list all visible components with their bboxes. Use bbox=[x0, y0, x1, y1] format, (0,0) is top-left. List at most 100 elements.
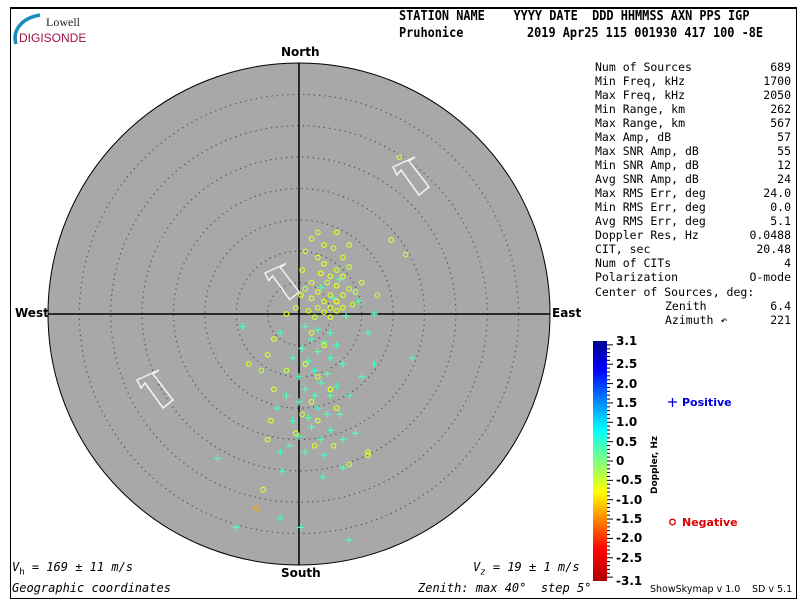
source-point-negative bbox=[333, 298, 340, 305]
source-point-positive bbox=[317, 379, 325, 387]
source-point-negative bbox=[327, 273, 334, 280]
source-point-negative bbox=[308, 235, 315, 242]
source-point-negative bbox=[318, 270, 324, 277]
sources-layer bbox=[213, 154, 416, 544]
source-point-positive bbox=[301, 323, 309, 331]
legend-circle-marker-icon bbox=[669, 518, 676, 526]
stat-label: Min Range, km bbox=[595, 102, 686, 116]
vertical-velocity: Vz = 19 ± 1 m/s bbox=[473, 560, 580, 577]
source-point-positive bbox=[333, 382, 341, 390]
source-point-negative bbox=[321, 309, 328, 316]
colorbar-tick-label: 2.5 bbox=[616, 357, 638, 372]
stat-value: 567 bbox=[770, 116, 791, 130]
stats-panel: Num of Sources 689 Min Freq, kHz 1700 Max Fr… bbox=[595, 60, 791, 284]
source-point-negative bbox=[352, 289, 359, 295]
source-point-positive bbox=[297, 523, 305, 531]
source-point-positive bbox=[314, 348, 322, 356]
source-point-positive bbox=[317, 284, 325, 292]
source-point-positive bbox=[339, 360, 347, 368]
colorbar-tick-label: 0.5 bbox=[616, 434, 638, 449]
colorbar-tick-label: -1.0 bbox=[616, 492, 643, 507]
colorbar-tick-label: 0 bbox=[616, 454, 625, 468]
source-point-positive bbox=[323, 410, 331, 418]
zenith-scale: Zenith: max 40° step 5° bbox=[418, 581, 592, 595]
source-point-negative bbox=[308, 279, 315, 286]
colorbar-tick-label: -0.5 bbox=[616, 473, 643, 488]
source-point-negative bbox=[321, 342, 328, 349]
source-point-negative bbox=[271, 386, 277, 393]
stat-value: 55 bbox=[777, 144, 791, 158]
center-title: Center of Sources, deg: bbox=[595, 285, 755, 299]
stat-label: Num of CITs bbox=[595, 256, 672, 270]
stat-row: Min Freq, kHz 1700 bbox=[595, 74, 791, 88]
stat-row: Min SNR Amp, dB 12 bbox=[595, 158, 791, 172]
source-point-negative bbox=[308, 398, 315, 405]
vz-symbol: V bbox=[473, 560, 481, 574]
source-point-negative bbox=[311, 442, 318, 449]
stat-label: Max RMS Err, deg bbox=[595, 186, 706, 200]
station-name: Pruhonice bbox=[399, 25, 464, 41]
source-point-negative bbox=[258, 367, 265, 374]
source-point-negative bbox=[333, 405, 340, 412]
stat-label: Min SNR Amp, dB bbox=[595, 158, 699, 172]
page-frame bbox=[10, 7, 797, 599]
source-point-negative bbox=[365, 452, 371, 459]
source-point-positive bbox=[304, 414, 312, 422]
source-point-negative bbox=[340, 304, 346, 311]
source-point-positive bbox=[295, 432, 303, 440]
vh-symbol: V bbox=[12, 560, 20, 574]
logo-digisonde: DIGISONDE bbox=[19, 31, 87, 45]
source-point-positive bbox=[239, 323, 247, 331]
source-point-positive bbox=[301, 385, 309, 393]
source-point-negative bbox=[245, 361, 252, 368]
source-point-positive bbox=[351, 429, 359, 437]
stat-value: 20.48 bbox=[756, 242, 791, 256]
source-point-negative bbox=[327, 304, 334, 311]
stat-label: Avg SNR Amp, dB bbox=[595, 172, 699, 186]
source-point-negative bbox=[321, 242, 328, 248]
source-point-positive bbox=[355, 297, 363, 305]
version-sd: SD v 5.1 bbox=[752, 584, 793, 595]
source-point-negative bbox=[308, 329, 315, 336]
source-point-positive bbox=[370, 360, 378, 368]
stat-row: Min RMS Err, deg 0.0 bbox=[595, 200, 791, 214]
stat-row: Min Range, km 262 bbox=[595, 102, 791, 116]
source-point-negative bbox=[388, 237, 395, 243]
colorbar-tick-label: 3.1 bbox=[616, 334, 638, 348]
header-labels: STATION NAME YYYY DATE DDD HHMMSS AXN PP… bbox=[399, 8, 750, 24]
stat-value: 5.1 bbox=[770, 214, 791, 228]
stat-label: Max Freq, kHz bbox=[595, 88, 686, 102]
stat-row: Max Freq, kHz 2050 bbox=[595, 88, 791, 102]
source-point-negative bbox=[333, 282, 340, 289]
source-point-negative bbox=[330, 245, 337, 252]
source-point-positive bbox=[358, 373, 366, 381]
stat-row: Doppler Res, Hz 0.0488 bbox=[595, 228, 791, 242]
source-point-positive bbox=[333, 341, 341, 349]
source-point-positive bbox=[408, 354, 416, 362]
center-zenith-value: 6.4 bbox=[770, 299, 791, 313]
source-point-negative bbox=[297, 292, 304, 299]
header-values: 2019 Apr25 115 001930 417 100 -8E bbox=[527, 25, 764, 41]
colorbar-tick-label: 1.0 bbox=[616, 415, 638, 430]
stat-row: Max SNR Amp, dB 55 bbox=[595, 144, 791, 158]
center-zenith-label: Zenith bbox=[665, 299, 707, 313]
stat-label: Num of Sources bbox=[595, 60, 692, 74]
stat-row: CIT, sec 20.48 bbox=[595, 242, 791, 256]
source-point-positive bbox=[278, 467, 286, 475]
source-point-negative bbox=[314, 304, 321, 311]
stat-value: 12 bbox=[777, 158, 791, 172]
colorbar-tick-label: -3.1 bbox=[616, 574, 643, 588]
center-azimuth-value: 221 bbox=[770, 313, 791, 327]
horizontal-velocity: Vh = 169 ± 11 m/s bbox=[12, 560, 133, 577]
source-point-negative bbox=[314, 373, 321, 380]
source-point-positive bbox=[311, 392, 319, 400]
source-point-negative bbox=[327, 314, 334, 321]
stat-label: Doppler Res, Hz bbox=[595, 228, 699, 242]
source-point-negative bbox=[346, 286, 353, 292]
stat-row: Max Range, km 567 bbox=[595, 116, 791, 130]
source-point-negative bbox=[358, 279, 365, 286]
stat-label: Avg RMS Err, deg bbox=[595, 214, 706, 228]
label-west: West bbox=[15, 306, 49, 320]
velocity-arrow-icon bbox=[135, 369, 175, 410]
source-point-negative bbox=[292, 430, 299, 437]
